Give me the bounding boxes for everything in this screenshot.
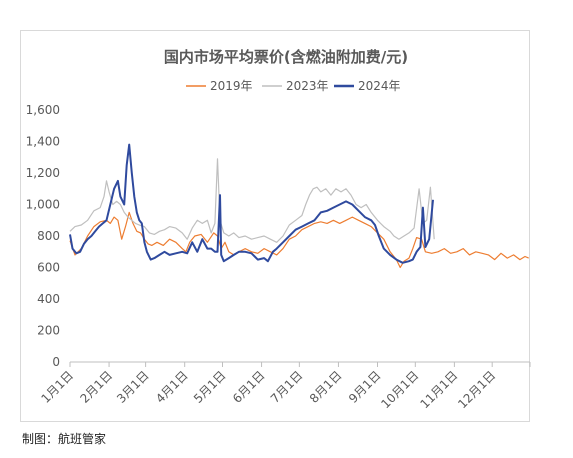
- series-line-2: [69, 143, 434, 264]
- legend-label-0: 2019年: [210, 79, 253, 93]
- x-tick-label: 9月1日: [346, 368, 384, 406]
- x-tick-label: 6月1日: [230, 368, 268, 406]
- x-tick-label: 3月1日: [114, 368, 152, 406]
- series-line-1: [69, 158, 435, 243]
- series-line-0: [69, 211, 529, 269]
- chart-frame: [20, 30, 530, 422]
- y-tick-label: 200: [37, 324, 60, 338]
- chart-title: 国内市场平均票价(含燃油附加费/元): [164, 48, 408, 66]
- legend-label-1: 2023年: [286, 79, 329, 93]
- x-tick-label: 8月1日: [307, 368, 345, 406]
- y-tick-label: 800: [37, 229, 60, 243]
- x-tick-label: 1月1日: [38, 368, 76, 406]
- y-tick-label: 600: [37, 261, 60, 275]
- x-tick-label: 5月1日: [191, 368, 229, 406]
- y-tick-label: 400: [37, 292, 60, 306]
- x-tick-label: 10月1日: [378, 368, 421, 411]
- x-tick-label: 12月1日: [455, 368, 498, 411]
- x-tick-label: 7月1日: [268, 368, 306, 406]
- y-tick-label: 1,000: [26, 198, 60, 212]
- y-tick-label: 1,200: [26, 166, 60, 180]
- y-tick-label: 1,400: [26, 135, 60, 149]
- y-tick-label: 0: [52, 355, 60, 369]
- x-tick-label: 2月1日: [78, 368, 116, 406]
- source-note: 制图：航班管家: [22, 432, 107, 446]
- x-tick-label: 4月1日: [153, 368, 191, 406]
- y-tick-label: 1,600: [26, 103, 60, 117]
- x-tick-label: 11月1日: [417, 368, 460, 411]
- legend-label-2: 2024年: [358, 79, 401, 93]
